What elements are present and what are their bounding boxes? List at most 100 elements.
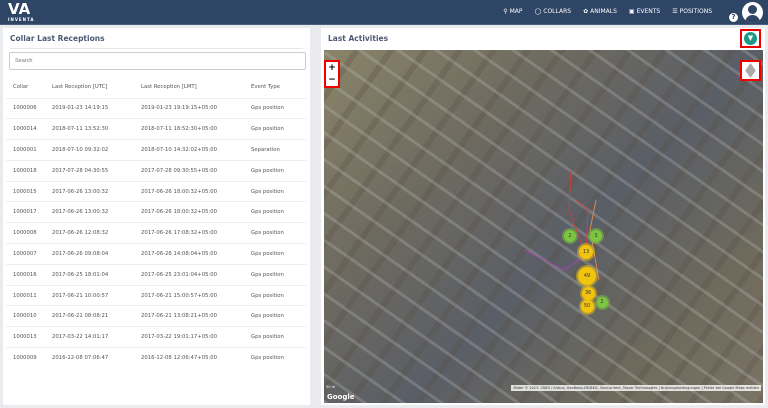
table-cell: Gps position [251,201,307,223]
zoom-out-button[interactable]: − [328,75,336,85]
table-row[interactable]: 1000011 2017-06-21 10:00:57 2017-06-21 15:… [6,284,307,306]
column-header[interactable]: Last Reception [LMT] [141,83,197,90]
table-cell: 1000008 [6,222,52,244]
collar-last-receptions-panel: Collar Last Receptions Collar Last Recept… [3,28,310,405]
collar-icon: ◯ [534,8,542,15]
table-cell: 2017-06-21 08:08:21 [52,305,141,327]
calendar-icon: ▣ [628,8,635,15]
table-row[interactable]: 1000001 2018-07-10 09:32:02 2018-07-10 14:… [6,139,307,161]
filter-icon: ▼ [744,32,757,45]
table-cell: Gps position [251,180,307,202]
table-cell: 2017-06-26 17:08:32+05:00 [141,222,251,244]
google-logo: Google [327,393,355,401]
last-activities-panel: Last Activities ▼ + − 2 3 13 49 36 50 2 50 m G… [321,28,765,405]
table-cell: 1000013 [6,326,52,348]
table-cell: 2019-01-23 14:19:15 [52,97,141,119]
panel-title: Last Activities [328,34,389,43]
table-cell: 1000014 [6,118,52,140]
table-cell: 2017-03-22 19:01:17+05:00 [141,326,251,348]
nav-label: COLLARS [543,8,572,15]
table-row[interactable]: 1000009 2016-12-08 07:06:47 2016-12-08 12:… [6,347,307,369]
table-row[interactable]: 1000007 2017-06-26 09:08:04 2017-06-26 14:… [6,243,307,265]
list-icon: ☰ [672,8,678,15]
table-cell: Gps position [251,222,307,244]
table-cell: Gps position [251,263,307,286]
table-row[interactable]: 1000006 2019-01-23 14:19:15 2019-01-23 19:… [6,97,307,119]
table-cell: Gps position [251,97,307,119]
layers-button[interactable] [740,60,761,81]
map-scale: 50 m [326,385,335,389]
table-cell: 2018-07-11 18:52:30+05:00 [141,118,251,140]
nav-positions[interactable]: ☰ POSITIONS [672,8,712,15]
map-cluster[interactable]: 3 [590,230,602,242]
table-row[interactable]: 1000014 2018-07-11 13:52:30 2018-07-11 18:… [6,118,307,140]
table-row[interactable]: 1000010 2017-06-21 08:08:21 2017-06-21 13:… [6,305,307,327]
map-cluster[interactable]: 2 [564,230,576,242]
table-cell: 2017-06-26 18:00:32+05:00 [141,201,251,223]
nav-label: POSITIONS [679,8,712,15]
panel-title: Collar Last Receptions [10,34,105,43]
zoom-in-button[interactable]: + [328,63,336,73]
table-cell: Separation [251,139,307,161]
nav-map[interactable]: ⚲ MAP [503,8,522,15]
table-row[interactable]: 1000017 2017-06-26 13:00:32 2017-06-26 18:… [6,201,307,223]
filter-button[interactable]: ▼ [740,29,761,48]
map-pin-icon: ⚲ [503,8,508,15]
table-cell: 2016-12-08 07:06:47 [52,347,141,369]
column-header[interactable]: Last Reception [UTC] [52,83,108,90]
column-header[interactable]: Event Type [251,83,281,90]
paw-icon: ✿ [583,8,589,15]
table-cell: 1000006 [6,97,52,119]
table-cell: 2017-06-21 15:00:57+05:00 [141,284,251,306]
divider [10,48,303,49]
table-cell: 2018-07-11 13:52:30 [52,118,141,140]
nav-label: MAP [509,8,523,15]
nav-label: ANIMALS [590,8,617,15]
table-cell: 1000016 [6,263,52,286]
map-cluster[interactable]: 49 [578,267,596,285]
table-cell: 1000017 [6,201,52,223]
zoom-control: + − [324,60,340,88]
search-input[interactable] [9,52,306,70]
user-avatar[interactable] [742,2,763,23]
table-cell: 2017-06-26 13:00:32 [52,201,141,223]
table-cell: 2019-01-23 19:19:15+05:00 [141,97,251,119]
table-cell: 2017-07-28 09:30:55+05:00 [141,159,251,182]
table-cell: 2018-07-10 09:32:02 [52,139,141,161]
map-cluster[interactable]: 13 [579,245,593,259]
table-cell: 1000011 [6,284,52,306]
table-cell: Gps position [251,118,307,140]
logo-text: VA [8,0,31,18]
main-menu: ⚲ MAP ◯ COLLARS ✿ ANIMALS ▣ EVENTS ☰ POSITIONS [503,8,712,15]
table-row[interactable]: 1000015 2017-06-26 13:00:32 2017-06-26 18:… [6,180,307,202]
logo[interactable]: VA INVENTA [8,0,35,23]
map-cluster[interactable]: 50 [580,299,594,313]
nav-events[interactable]: ▣ EVENTS [629,8,660,15]
receptions-table: Collar Last Reception [UTC] Last Reception… [6,76,307,369]
table-cell: 2017-06-26 14:08:04+05:00 [141,243,251,265]
table-cell: 1000018 [6,159,52,182]
table-cell: 2017-06-21 13:08:21+05:00 [141,305,251,327]
track-lines [523,169,600,281]
table-cell: 2017-06-26 13:00:32 [52,180,141,202]
nav-collars[interactable]: ◯ COLLARS [535,8,572,15]
map[interactable]: + − 2 3 13 49 36 50 2 50 m Google Bilder © 202… [324,50,763,403]
table-cell: 1000015 [6,180,52,202]
table-row[interactable]: 1000008 2017-06-26 12:08:32 2017-06-26 17:… [6,222,307,244]
table-cell: 2018-07-10 14:32:02+05:00 [141,139,251,161]
map-cluster[interactable]: 36 [581,286,595,300]
table-cell: 2017-06-21 10:00:57 [52,284,141,306]
table-row[interactable]: 1000016 2017-06-25 18:01:04 2017-06-25 23:… [6,263,307,286]
table-cell: 2017-06-25 23:01:04+05:00 [141,263,251,286]
table-cell: Gps position [251,305,307,327]
table-cell: Gps position [251,284,307,306]
column-header[interactable]: Collar [13,83,29,90]
nav-animals[interactable]: ✿ ANIMALS [583,8,617,15]
help-icon[interactable]: ? [729,13,738,22]
map-cluster[interactable]: 2 [596,296,608,308]
map-attribution[interactable]: Bilder © 2023, CNES / Airbus, GeoBasis-D… [511,385,761,391]
table-cell: 1000001 [6,139,52,161]
table-row[interactable]: 1000013 2017-03-22 14:01:17 2017-03-22 19:… [6,326,307,348]
table-cell: 1000009 [6,347,52,369]
table-row[interactable]: 1000018 2017-07-28 04:30:55 2017-07-28 09:… [6,159,307,182]
